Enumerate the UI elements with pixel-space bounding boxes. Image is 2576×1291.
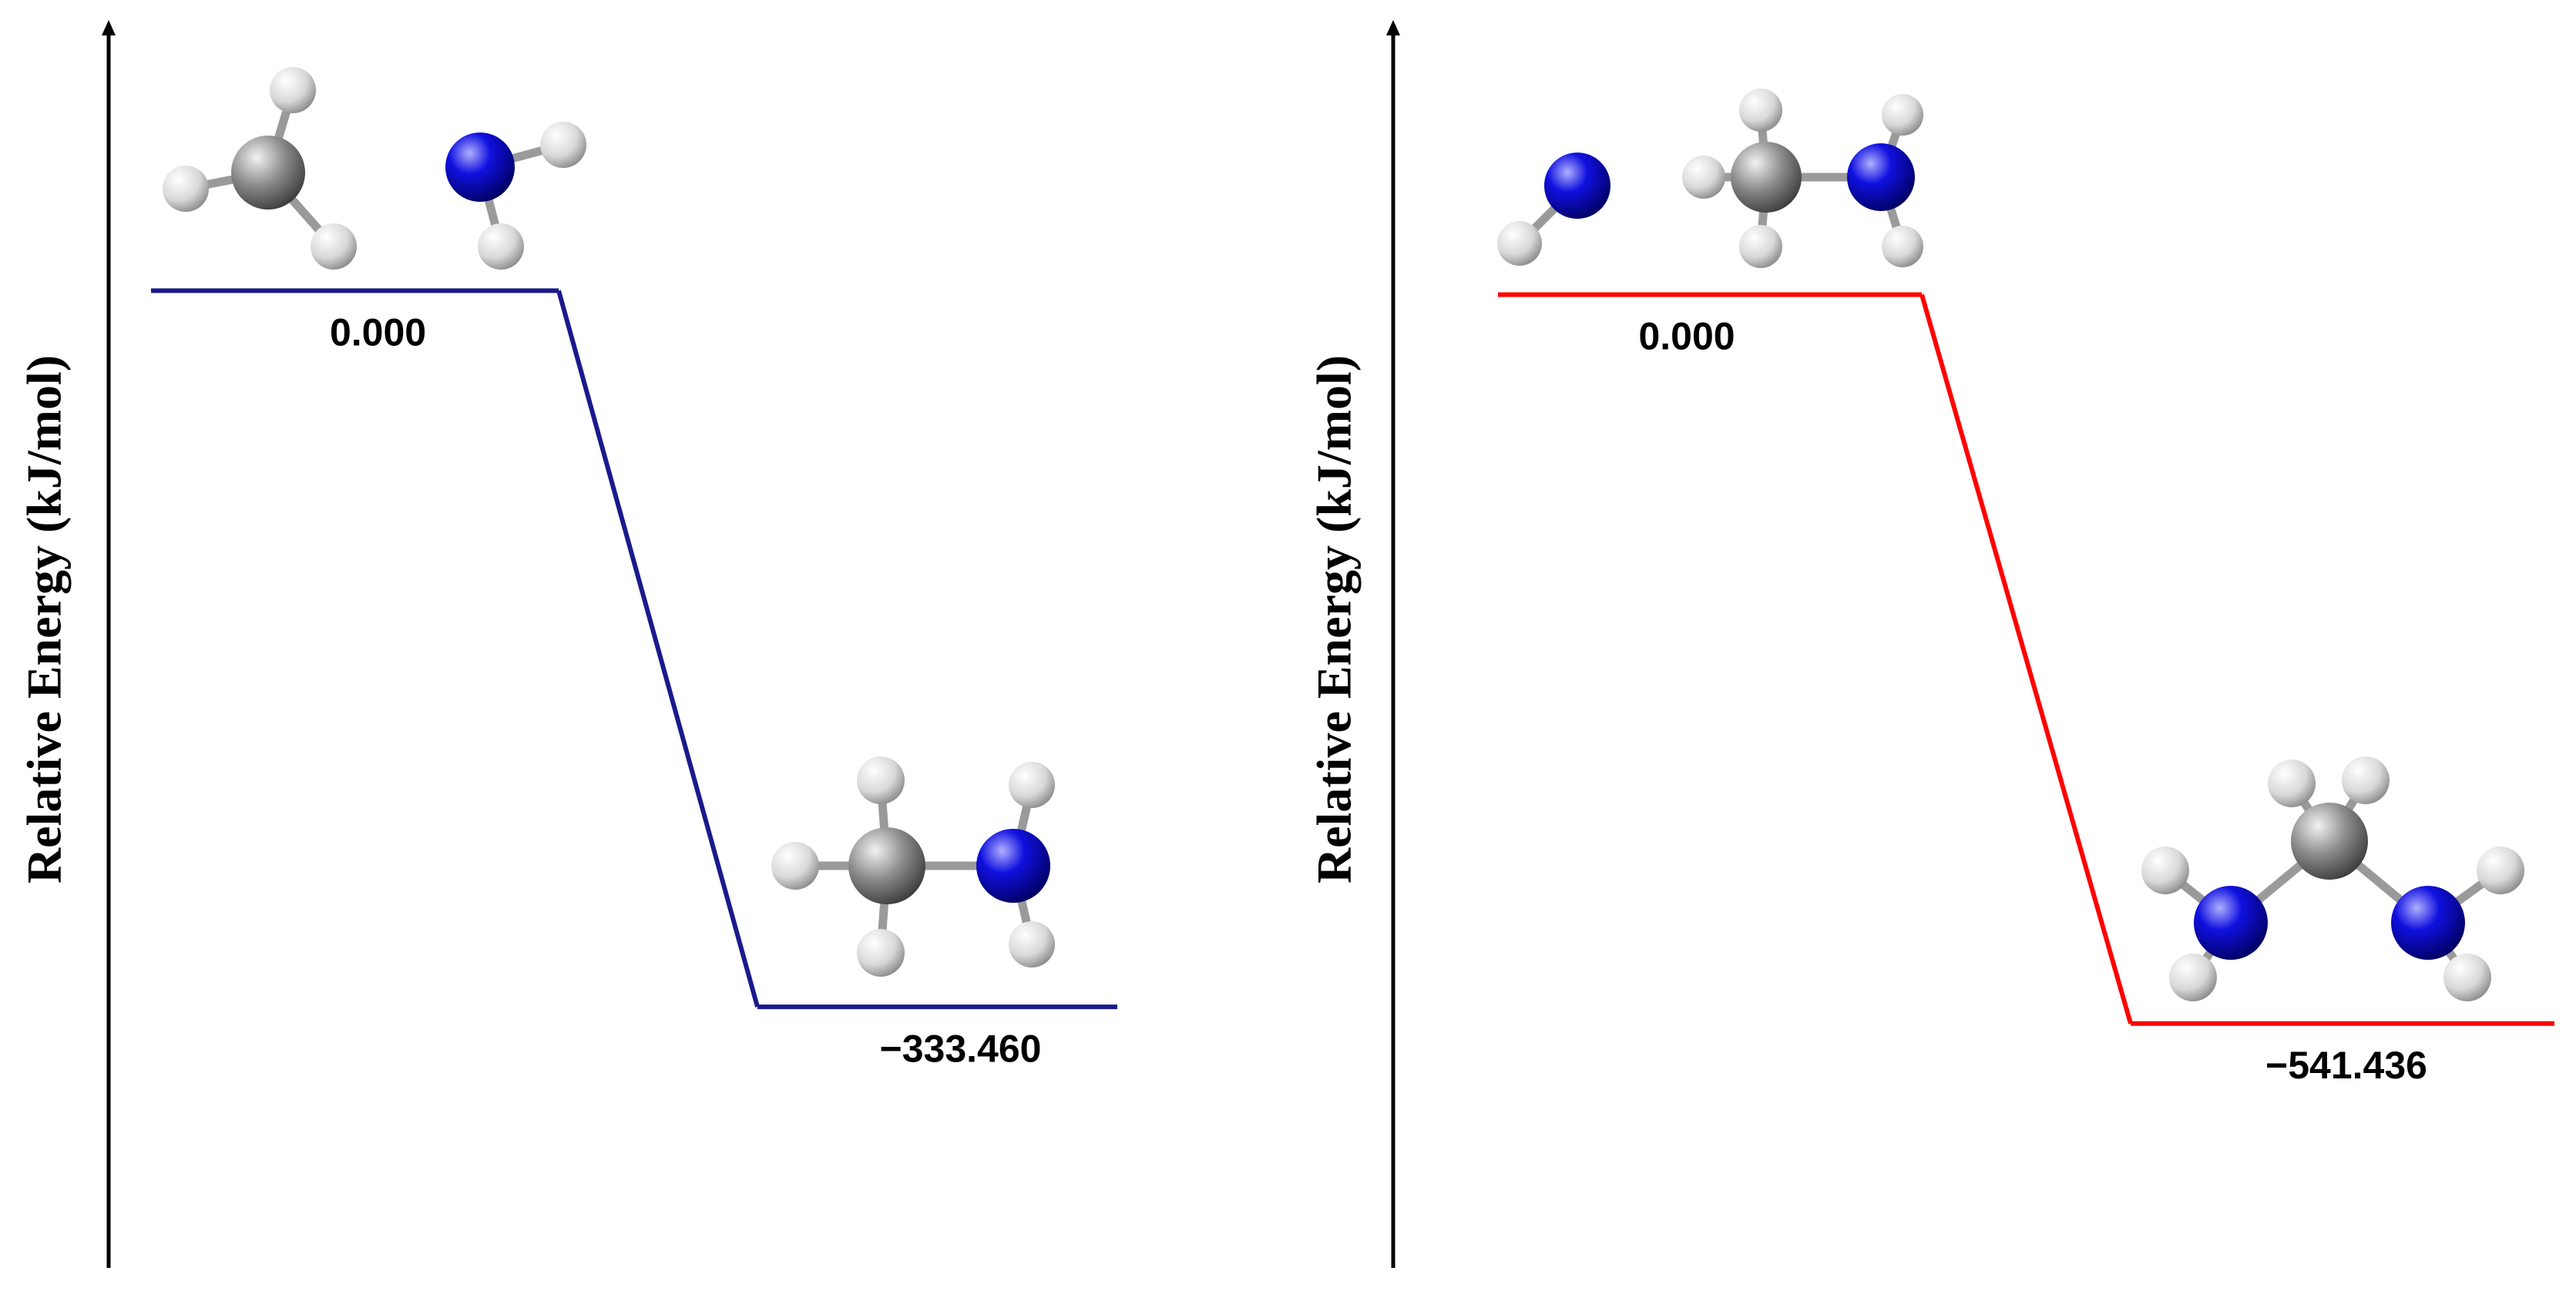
molecule-ch2nh2 (1682, 89, 1923, 268)
energy-diagram: Relative Energy (kJ/mol) 0.000 −333.460 (17, 20, 1117, 1268)
molecules (163, 67, 2524, 1001)
y-axis-label: Relative Energy (kJ/mol) (1307, 355, 1362, 884)
molecule-nh (1497, 153, 1610, 266)
value-label: 0.000 (1638, 315, 1735, 358)
axis-arrow (102, 20, 116, 35)
value-label: −541.436 (2265, 1044, 2427, 1087)
connector (556, 290, 760, 1008)
energy-diagram: Relative Energy (kJ/mol) 0.000 −541.436 (1307, 20, 2554, 1268)
molecule-nh2 (445, 122, 586, 270)
molecule-ch3nh2 (771, 756, 1055, 977)
y-axis-label: Relative Energy (kJ/mol) (17, 355, 72, 884)
axis-arrow (1386, 20, 1400, 35)
molecule-ch2nh2-nh (2141, 756, 2524, 1001)
value-label: 0.000 (330, 311, 426, 354)
value-label: −333.460 (880, 1027, 1042, 1070)
connector (1919, 293, 2133, 1024)
molecule-ch3 (163, 67, 357, 270)
